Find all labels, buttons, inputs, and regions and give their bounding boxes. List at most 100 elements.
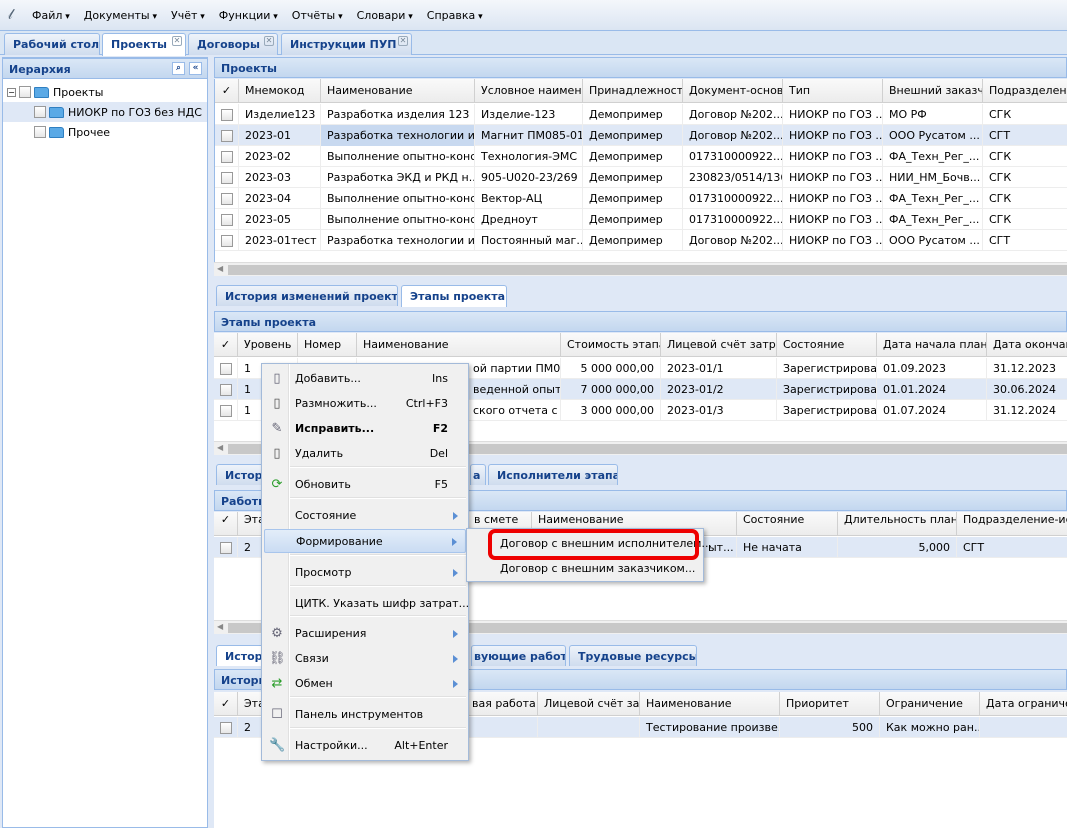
menu-dictionaries[interactable]: Словари xyxy=(357,9,413,22)
menu-functions[interactable]: Функции xyxy=(219,9,278,22)
table-row[interactable]: Изделие123 Разработка изделия 123 Изделие-… xyxy=(215,104,1067,125)
menu-item[interactable]: ✎ Исправить... F2 xyxy=(264,417,466,441)
column-header[interactable]: Наименование xyxy=(357,333,561,357)
column-header[interactable]: Мнемокод xyxy=(239,79,321,103)
panel-splitter[interactable] xyxy=(208,57,214,828)
row-checkbox[interactable] xyxy=(221,214,233,226)
row-checkbox[interactable] xyxy=(220,542,232,554)
column-header[interactable]: Внешний заказчик xyxy=(883,79,983,103)
column-header[interactable]: Принадлежность xyxy=(583,79,683,103)
column-header[interactable]: Состояние xyxy=(737,512,838,536)
collapse-icon[interactable]: « xyxy=(189,62,202,75)
menu-item-contract-external-customer[interactable]: Договор с внешним заказчиком... xyxy=(469,557,701,581)
tree-node-projects[interactable]: − Проекты xyxy=(3,82,207,102)
column-header[interactable]: Подразделение-исполнитель xyxy=(957,512,1067,536)
table-row[interactable]: 1 ой партии ПМ0... 5 000 000,00 2023-01/1 За… xyxy=(214,358,1067,379)
close-icon[interactable]: ✕ xyxy=(172,36,182,46)
checkbox-cell[interactable] xyxy=(215,188,239,209)
table-row[interactable]: 2023-01тест Разработка технологии и... Пос… xyxy=(215,230,1067,251)
column-header[interactable]: Наименование xyxy=(532,512,737,536)
tree-node-niokr[interactable]: НИОКР по ГОЗ без НДС xyxy=(3,102,207,122)
menu-item-contract-external-executor[interactable]: Договор с внешним исполнителем... xyxy=(469,532,712,556)
column-header[interactable]: ✓ xyxy=(215,79,239,103)
tab-related-works[interactable]: вующие работы xyxy=(471,645,566,666)
scroll-left-icon[interactable]: ◀ xyxy=(217,264,224,273)
menu-item[interactable]: ⟳ Обновить F5 xyxy=(264,473,466,497)
column-header[interactable]: ✓ xyxy=(214,692,238,716)
checkbox-cell[interactable] xyxy=(215,104,239,125)
column-header[interactable]: ✓ xyxy=(214,512,238,536)
column-header[interactable]: Уровень xyxy=(238,333,298,357)
checkbox-cell[interactable] xyxy=(215,167,239,188)
column-header[interactable]: Дата окончания xyxy=(987,333,1067,357)
column-header[interactable]: Приоритет xyxy=(780,692,880,716)
menu-accounting[interactable]: Учёт xyxy=(171,9,205,22)
checkbox-cell[interactable] xyxy=(214,379,238,400)
menu-item[interactable]: ⛓ Связи xyxy=(264,647,466,671)
collapse-toggle-icon[interactable]: − xyxy=(7,87,16,97)
column-header[interactable]: Дата начала план xyxy=(877,333,987,357)
checkbox-cell[interactable] xyxy=(214,358,238,379)
column-header[interactable]: Стоимость этапа xyxy=(561,333,661,357)
tab-stage-executors[interactable]: Исполнители этапа xyxy=(488,464,618,485)
row-checkbox[interactable] xyxy=(221,172,233,184)
row-checkbox[interactable] xyxy=(220,363,232,375)
column-header[interactable]: Лицевой счёт затрат xyxy=(661,333,777,357)
checkbox[interactable] xyxy=(34,126,46,138)
row-checkbox[interactable] xyxy=(221,130,233,142)
menu-item[interactable]: ⚙ Расширения xyxy=(264,622,466,646)
column-header[interactable]: Дата ограничения xyxy=(980,692,1067,716)
row-checkbox[interactable] xyxy=(221,235,233,247)
search-binoculars-icon[interactable]: ⌕ xyxy=(172,62,185,75)
horizontal-scrollbar[interactable]: ◀ xyxy=(214,262,1067,276)
menu-reports[interactable]: Отчёты xyxy=(292,9,343,22)
row-checkbox[interactable] xyxy=(221,151,233,163)
menu-item[interactable]: Состояние xyxy=(264,504,466,528)
menu-item[interactable]: ЦИТК. Указать шифр затрат... xyxy=(264,592,469,616)
tab-labor-resources[interactable]: Трудовые ресурсы xyxy=(569,645,697,666)
column-header[interactable]: Ограничение xyxy=(880,692,980,716)
menu-help[interactable]: Справка xyxy=(427,9,483,22)
scroll-left-icon[interactable]: ◀ xyxy=(217,443,224,452)
menu-item[interactable]: ☐ Панель инструментов xyxy=(264,703,466,727)
column-header[interactable]: Условное наименова xyxy=(475,79,583,103)
close-icon[interactable]: ✕ xyxy=(398,36,408,46)
menu-item[interactable]: ▯ Добавить... Ins xyxy=(264,367,466,391)
menu-item[interactable]: ⇄ Обмен xyxy=(264,672,466,696)
menu-item[interactable]: ▯ Удалить Del xyxy=(264,442,466,466)
table-row[interactable]: 2023-01 Разработка технологии и... Магнит … xyxy=(215,125,1067,146)
tab-desktop[interactable]: Рабочий стол xyxy=(4,33,100,55)
column-header[interactable]: Длительность план xyxy=(838,512,957,536)
tab-project-history[interactable]: История изменений проекта xyxy=(216,285,398,306)
table-row[interactable]: 2023-04 Выполнение опытно-конс... Вектор-А… xyxy=(215,188,1067,209)
tab-instructions[interactable]: Инструкции ПУП ✕ xyxy=(281,33,412,55)
row-checkbox[interactable] xyxy=(221,193,233,205)
row-checkbox[interactable] xyxy=(220,384,232,396)
checkbox-cell[interactable] xyxy=(215,209,239,230)
close-icon[interactable]: ✕ xyxy=(264,36,274,46)
column-header[interactable]: Тип xyxy=(783,79,883,103)
column-header[interactable]: в смете xyxy=(298,512,532,536)
column-header[interactable]: Подразделение xyxy=(983,79,1067,103)
column-header[interactable]: Наименование xyxy=(640,692,780,716)
checkbox-cell[interactable] xyxy=(215,146,239,167)
checkbox-cell[interactable] xyxy=(215,125,239,146)
tab-stage-other[interactable]: а xyxy=(470,464,486,485)
row-checkbox[interactable] xyxy=(221,109,233,121)
checkbox-cell[interactable] xyxy=(214,400,238,421)
table-row[interactable]: 2023-05 Выполнение опытно-конс... Дредноут… xyxy=(215,209,1067,230)
column-header[interactable]: Наименование xyxy=(321,79,475,103)
menu-item[interactable]: Просмотр xyxy=(264,561,466,585)
menu-documents[interactable]: Документы xyxy=(84,9,157,22)
column-header[interactable]: Лицевой счёт затрат xyxy=(538,692,640,716)
menu-item[interactable]: 🔧 Настройки... Alt+Enter xyxy=(264,734,466,758)
row-checkbox[interactable] xyxy=(220,405,232,417)
menu-file[interactable]: Файл xyxy=(32,9,70,22)
table-row[interactable]: 2023-02 Выполнение опытно-конс... Технолог… xyxy=(215,146,1067,167)
tab-project-stages[interactable]: Этапы проекта xyxy=(401,285,507,307)
checkbox[interactable] xyxy=(19,86,31,98)
column-header[interactable]: ✓ xyxy=(214,333,238,357)
checkbox-cell[interactable] xyxy=(215,230,239,251)
row-checkbox[interactable] xyxy=(220,722,232,734)
table-row[interactable]: 2023-03 Разработка ЭКД и РКД н... 905-U020… xyxy=(215,167,1067,188)
